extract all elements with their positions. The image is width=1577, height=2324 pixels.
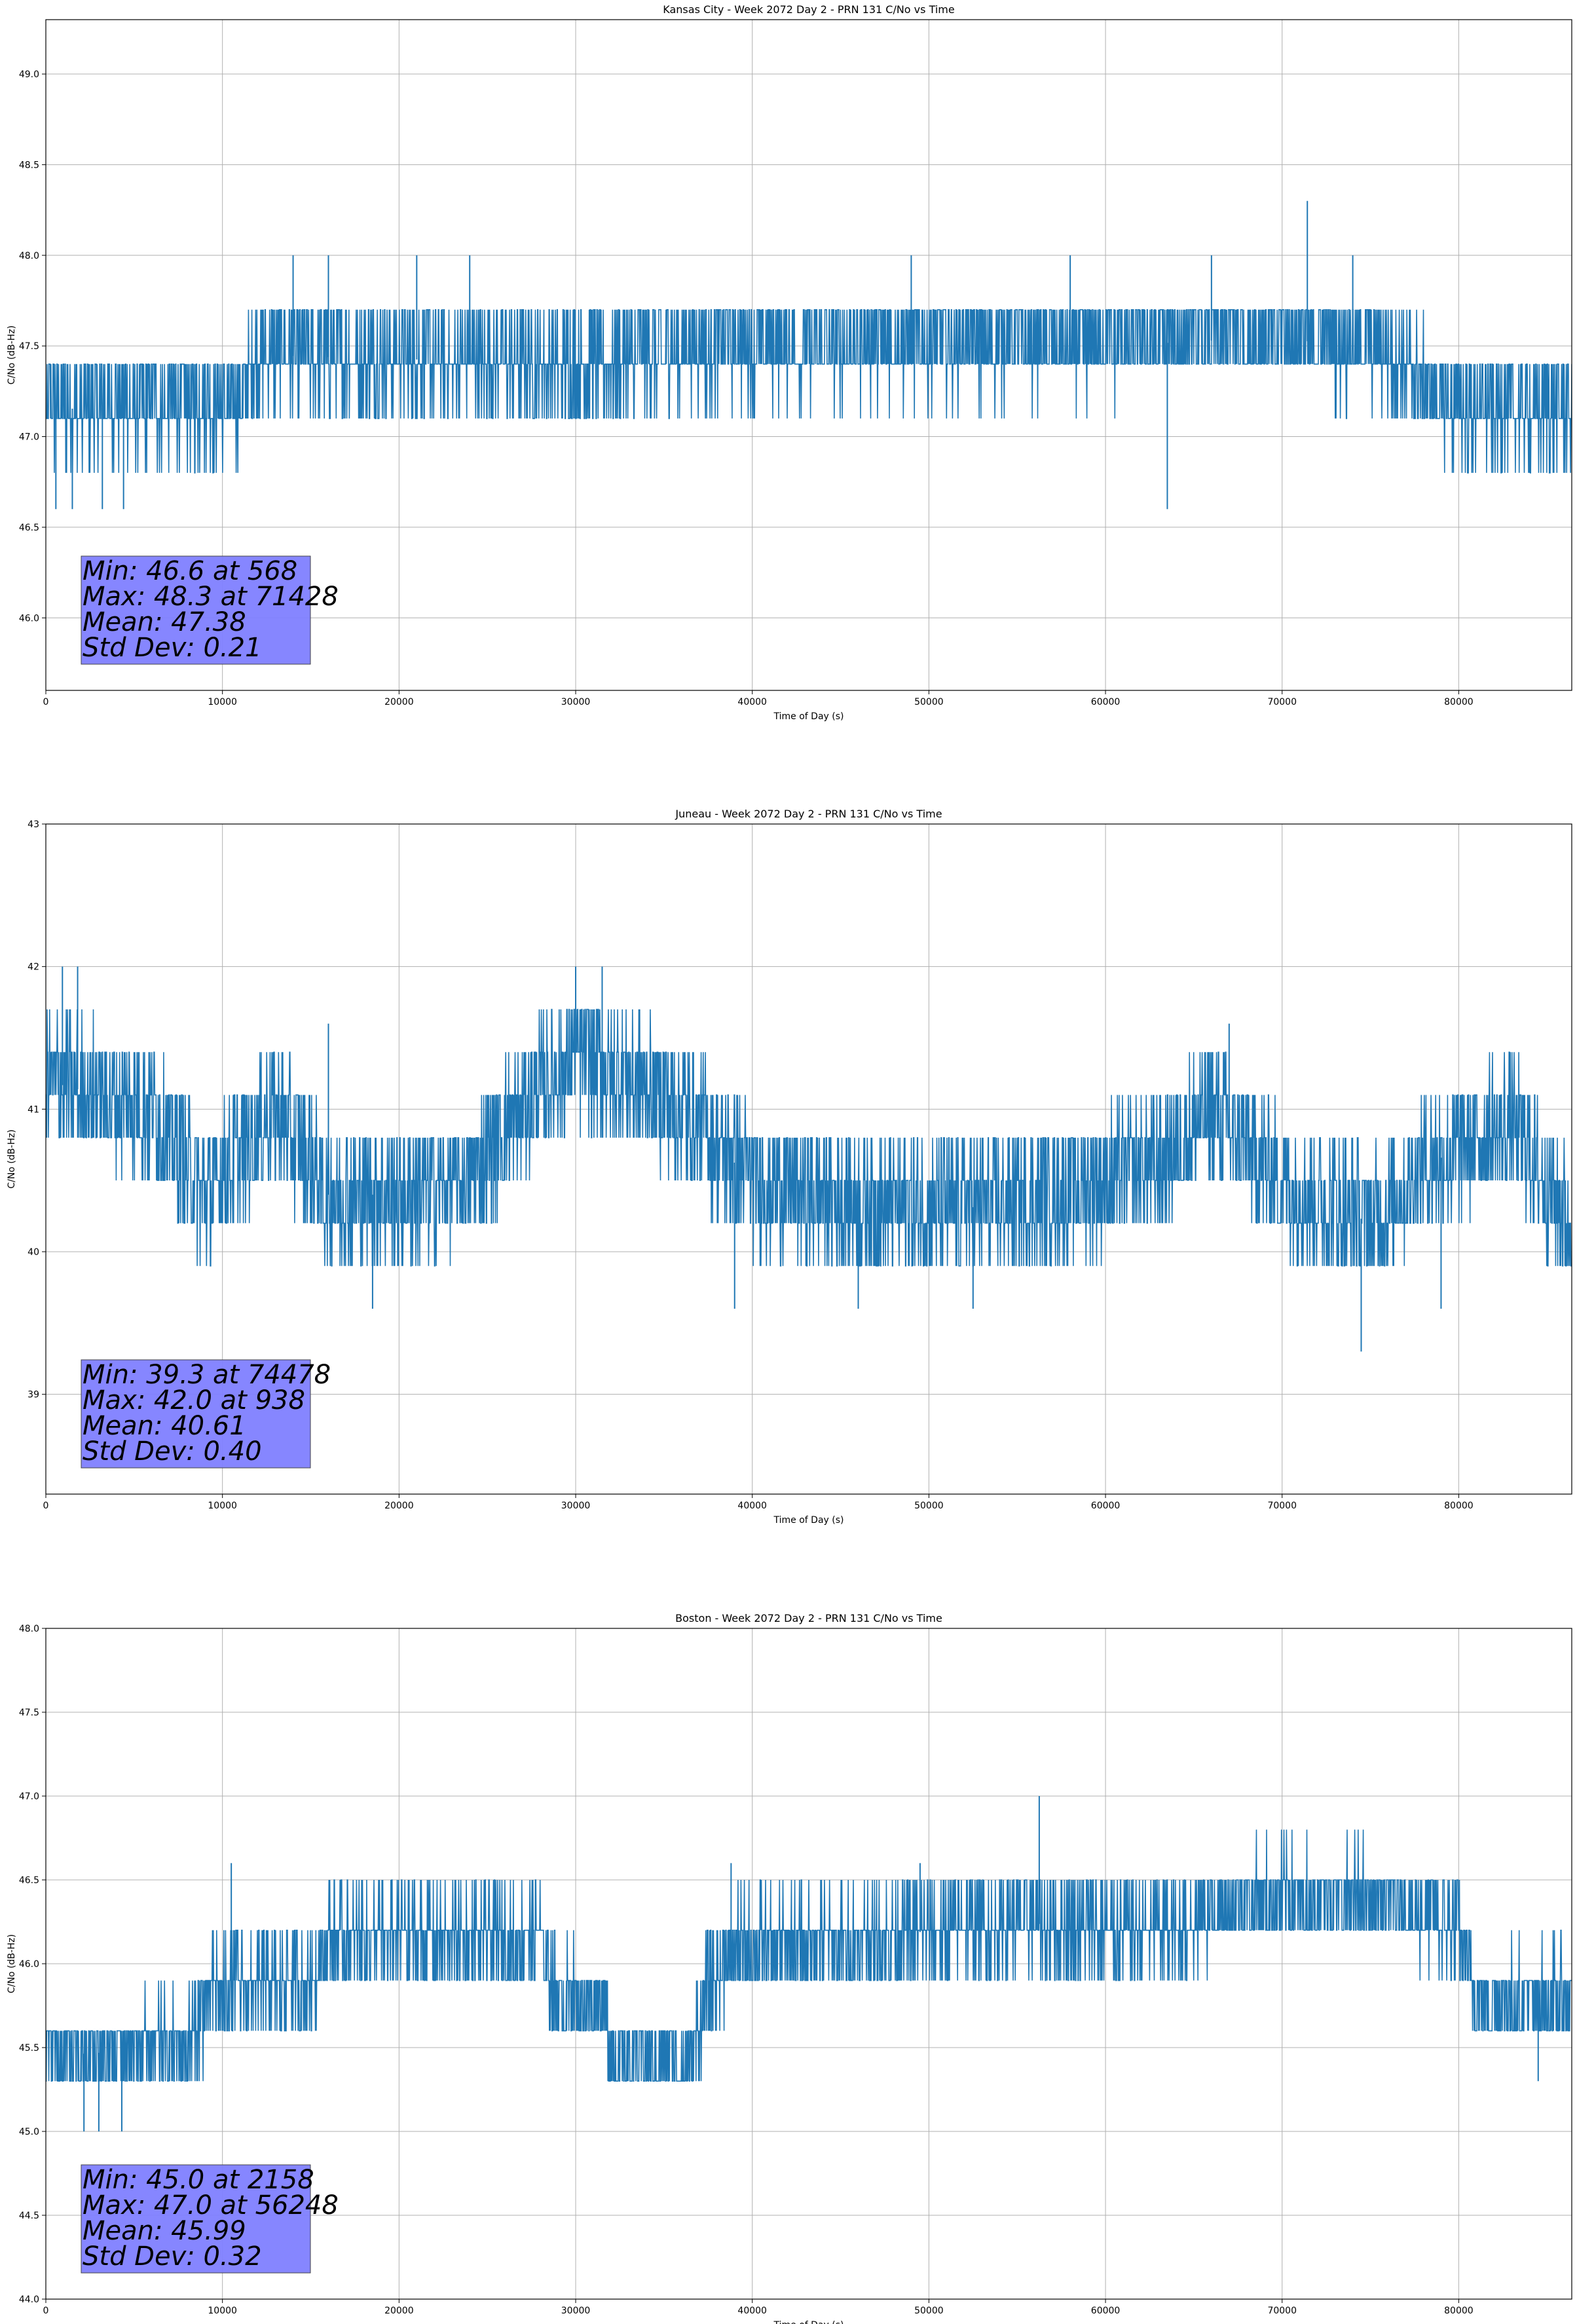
x-tick-label: 0 (43, 1501, 49, 1511)
chart-panel-2: Juneau - Week 2072 Day 2 - PRN 131 C/No … (7, 808, 1572, 1526)
y-tick-label: 41 (28, 1104, 39, 1115)
x-tick-label: 0 (43, 2306, 49, 2316)
stats-std: Std Dev: 0.40 (83, 1436, 262, 1467)
y-tick-label: 47.0 (19, 432, 39, 443)
stats-box (81, 555, 311, 665)
stats-max: Max: 42.0 at 938 (83, 1385, 305, 1415)
x-tick-label: 50000 (914, 1501, 944, 1511)
chart-panel-3: Boston - Week 2072 Day 2 - PRN 131 C/No … (7, 1612, 1572, 2324)
x-tick-label: 40000 (737, 1501, 767, 1511)
stats-max: Max: 48.3 at 71428 (83, 582, 339, 612)
x-tick-label: 70000 (1267, 2306, 1297, 2316)
x-tick-label: 30000 (561, 697, 591, 707)
x-tick-label: 30000 (561, 2306, 591, 2316)
stats-min: Min: 39.3 at 74478 (83, 1360, 331, 1390)
y-tick-label: 48.0 (19, 251, 39, 261)
stats-box (81, 2164, 311, 2274)
x-tick-label: 60000 (1091, 1501, 1121, 1511)
x-tick-label: 30000 (561, 1501, 591, 1511)
y-tick-label: 44.0 (19, 2295, 39, 2305)
x-tick-label: 70000 (1267, 697, 1297, 707)
x-tick-label: 50000 (914, 2306, 944, 2316)
stats-min: Min: 46.6 at 568 (83, 556, 297, 586)
data-series-line (46, 309, 1572, 474)
chart-panel-1: Kansas City - Week 2072 Day 2 - PRN 131 … (7, 3, 1572, 722)
x-tick-label: 10000 (208, 697, 237, 707)
stats-std: Std Dev: 0.21 (83, 633, 262, 663)
x-tick-label: 40000 (737, 697, 767, 707)
x-tick-label: 80000 (1444, 1501, 1474, 1511)
x-tick-label: 60000 (1091, 697, 1121, 707)
stats-max: Max: 47.0 at 56248 (83, 2190, 339, 2221)
x-tick-label: 0 (43, 697, 49, 707)
axes-frame (45, 19, 1572, 691)
x-tick-label: 20000 (384, 1501, 414, 1511)
stats-min: Min: 45.0 at 2158 (83, 2165, 314, 2195)
y-tick-label: 46.5 (19, 523, 39, 533)
stats-mean: Mean: 40.61 (83, 1411, 246, 1441)
y-tick-label: 48.0 (19, 1624, 39, 1634)
x-tick-label: 80000 (1444, 2306, 1474, 2316)
x-tick-label: 10000 (208, 2306, 237, 2316)
x-tick-label: 20000 (384, 697, 414, 707)
data-series-line (46, 1829, 1572, 2082)
y-tick-label: 44.5 (19, 2211, 39, 2221)
x-tick-label: 70000 (1267, 1501, 1297, 1511)
data-series-line (46, 1009, 1572, 1267)
y-tick-label: 46.5 (19, 1875, 39, 1886)
y-tick-label: 40 (28, 1247, 39, 1258)
chart-title: Juneau - Week 2072 Day 2 - PRN 131 C/No … (675, 808, 942, 820)
y-tick-label: 43 (28, 819, 39, 830)
y-tick-label: 45.0 (19, 2127, 39, 2137)
y-axis-label: C/No (dB-Hz) (7, 1934, 17, 1993)
y-tick-label: 48.5 (19, 160, 39, 170)
stats-mean: Mean: 45.99 (83, 2216, 246, 2246)
y-tick-label: 46.0 (19, 613, 39, 624)
x-tick-label: 40000 (737, 2306, 767, 2316)
y-tick-label: 47.5 (19, 1708, 39, 1718)
x-tick-label: 10000 (208, 1501, 237, 1511)
x-tick-label: 50000 (914, 697, 944, 707)
y-tick-label: 39 (28, 1390, 39, 1400)
y-tick-label: 42 (28, 962, 39, 973)
stats-std: Std Dev: 0.32 (83, 2241, 262, 2272)
x-axis-label: Time of Day (s) (773, 711, 844, 722)
y-axis-label: C/No (dB-Hz) (7, 1129, 17, 1188)
x-axis-label: Time of Day (s) (773, 2320, 844, 2324)
y-tick-label: 45.5 (19, 2043, 39, 2053)
chart-title: Kansas City - Week 2072 Day 2 - PRN 131 … (663, 3, 954, 16)
x-tick-label: 60000 (1091, 2306, 1121, 2316)
y-axis-label: C/No (dB-Hz) (7, 326, 17, 384)
x-tick-label: 80000 (1444, 697, 1474, 707)
y-tick-label: 47.5 (19, 341, 39, 352)
chart-title: Boston - Week 2072 Day 2 - PRN 131 C/No … (675, 1612, 942, 1624)
y-tick-label: 49.0 (19, 69, 39, 80)
x-tick-label: 20000 (384, 2306, 414, 2316)
axes-frame (45, 823, 1572, 1495)
stats-box (81, 1359, 311, 1469)
y-tick-label: 47.0 (19, 1791, 39, 1802)
stats-mean: Mean: 47.38 (83, 607, 246, 637)
x-axis-label: Time of Day (s) (773, 1515, 844, 1526)
y-tick-label: 46.0 (19, 1959, 39, 1970)
